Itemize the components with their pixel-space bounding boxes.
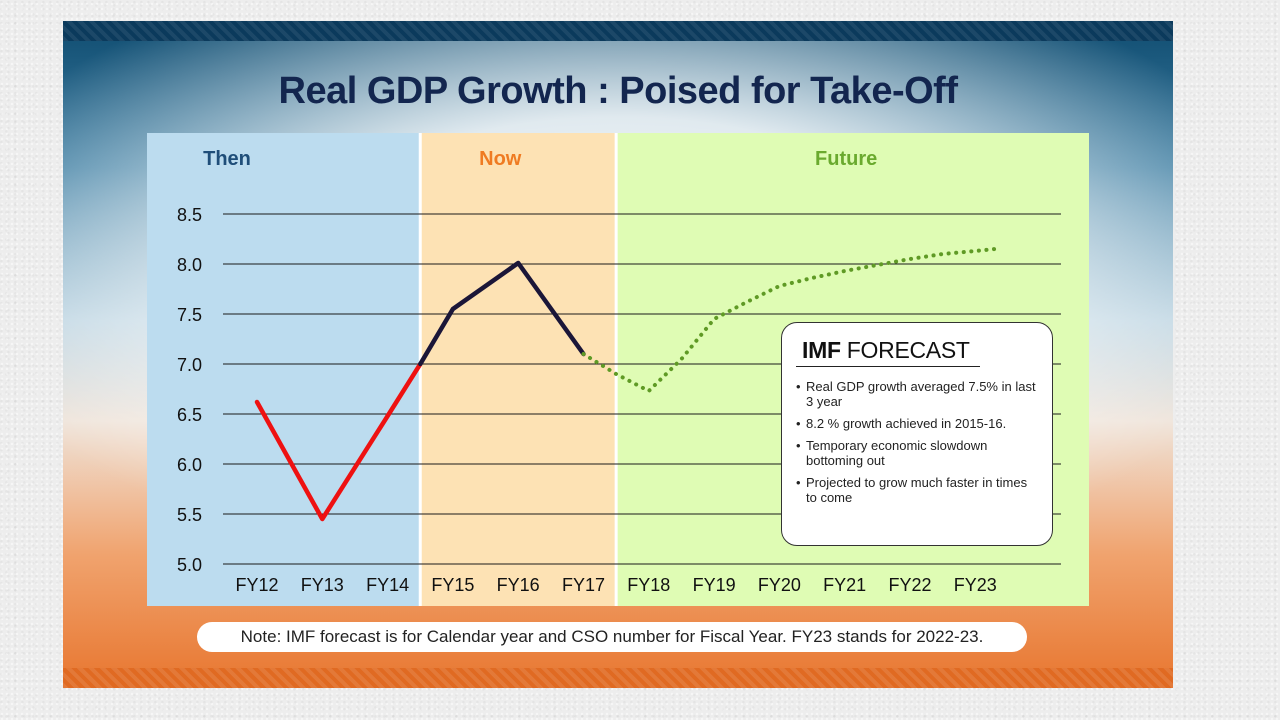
x-tick-label: FY15	[431, 575, 474, 595]
y-tick-label: 8.5	[177, 205, 202, 225]
forecast-bullet: 8.2 % growth achieved in 2015-16.	[796, 416, 1040, 431]
y-tick-label: 5.5	[177, 505, 202, 525]
x-tick-label: FY20	[758, 575, 801, 595]
x-tick-label: FY16	[497, 575, 540, 595]
x-tick-label: FY14	[366, 575, 409, 595]
x-tick-label: FY18	[627, 575, 670, 595]
forecast-title-bold: IMF	[802, 337, 841, 363]
zone-then	[147, 133, 421, 606]
series-line-dotted-2	[581, 247, 997, 393]
top-banner	[63, 21, 1173, 41]
slide: Real GDP Growth : Poised for Take-Off Th…	[63, 21, 1173, 688]
forecast-bullet: Temporary economic slowdown bottoming ou…	[796, 438, 1040, 468]
x-tick-label: FY12	[235, 575, 278, 595]
slide-title: Real GDP Growth : Poised for Take-Off	[278, 70, 958, 112]
x-tick-label: FY17	[562, 575, 605, 595]
x-tick-label: FY22	[888, 575, 931, 595]
y-tick-label: 5.0	[177, 555, 202, 575]
zone-now	[420, 133, 617, 606]
forecast-bullet: Projected to grow much faster in times t…	[796, 475, 1040, 505]
bottom-banner	[63, 668, 1173, 688]
zone-label: Then	[203, 148, 251, 170]
x-tick-label: FY23	[954, 575, 997, 595]
forecast-bullet: Real GDP growth averaged 7.5% in last 3 …	[796, 379, 1040, 409]
imf-forecast-box: IMF FORECAST Real GDP growth averaged 7.…	[781, 322, 1053, 546]
forecast-title-rest: FORECAST	[840, 337, 970, 363]
x-tick-label: FY13	[301, 575, 344, 595]
x-tick-label: FY21	[823, 575, 866, 595]
y-tick-label: 8.0	[177, 255, 202, 275]
forecast-bullet-list: Real GDP growth averaged 7.5% in last 3 …	[796, 379, 1040, 505]
y-tick-label: 6.0	[177, 455, 202, 475]
footnote: Note: IMF forecast is for Calendar year …	[197, 622, 1027, 652]
forecast-title: IMF FORECAST	[796, 337, 980, 367]
y-tick-label: 7.0	[177, 355, 202, 375]
x-tick-label: FY19	[693, 575, 736, 595]
zone-label: Future	[815, 148, 877, 170]
y-tick-label: 7.5	[177, 305, 202, 325]
zone-label: Now	[479, 148, 522, 170]
series-line-solid-0	[254, 361, 423, 522]
series-line-solid-1	[418, 260, 586, 367]
y-tick-label: 6.5	[177, 405, 202, 425]
